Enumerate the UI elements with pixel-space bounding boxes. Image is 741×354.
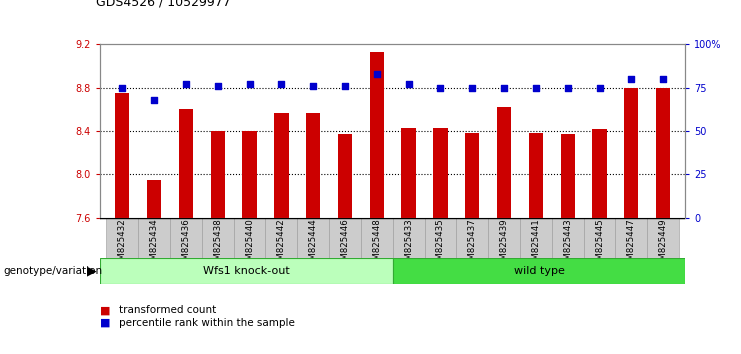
Point xyxy=(530,85,542,91)
FancyBboxPatch shape xyxy=(100,258,393,284)
FancyBboxPatch shape xyxy=(107,218,139,258)
Text: GSM825433: GSM825433 xyxy=(404,218,413,271)
FancyBboxPatch shape xyxy=(393,258,685,284)
Bar xyxy=(465,133,479,218)
Text: GSM825444: GSM825444 xyxy=(309,218,318,271)
FancyBboxPatch shape xyxy=(616,218,647,258)
FancyBboxPatch shape xyxy=(488,218,520,258)
Bar xyxy=(115,93,130,218)
Text: GSM825438: GSM825438 xyxy=(213,218,222,271)
Text: GSM825443: GSM825443 xyxy=(563,218,572,271)
Point xyxy=(339,83,351,89)
FancyBboxPatch shape xyxy=(170,218,202,258)
Point xyxy=(371,71,383,76)
Point xyxy=(148,97,160,103)
Bar xyxy=(656,87,671,218)
FancyBboxPatch shape xyxy=(233,218,265,258)
FancyBboxPatch shape xyxy=(456,218,488,258)
FancyBboxPatch shape xyxy=(584,218,616,258)
Text: ■: ■ xyxy=(100,318,110,328)
Bar xyxy=(179,109,193,218)
Bar xyxy=(306,113,320,218)
Point xyxy=(212,83,224,89)
Point xyxy=(466,85,478,91)
Text: wild type: wild type xyxy=(514,266,565,276)
Point xyxy=(308,83,319,89)
Text: GDS4526 / 10529977: GDS4526 / 10529977 xyxy=(96,0,231,9)
Text: transformed count: transformed count xyxy=(119,306,216,315)
Text: GSM825442: GSM825442 xyxy=(277,218,286,271)
Bar xyxy=(274,113,288,218)
Text: ▶: ▶ xyxy=(87,265,97,278)
FancyBboxPatch shape xyxy=(647,218,679,258)
Text: GSM825445: GSM825445 xyxy=(595,218,604,271)
Text: ■: ■ xyxy=(100,306,110,315)
Text: GSM825432: GSM825432 xyxy=(118,218,127,271)
Point xyxy=(244,81,256,87)
FancyBboxPatch shape xyxy=(361,218,393,258)
Text: genotype/variation: genotype/variation xyxy=(4,266,103,276)
Text: GSM825436: GSM825436 xyxy=(182,218,190,271)
Text: GSM825441: GSM825441 xyxy=(531,218,540,271)
Bar xyxy=(529,133,543,218)
Bar xyxy=(592,129,607,218)
FancyBboxPatch shape xyxy=(552,218,584,258)
Text: GSM825434: GSM825434 xyxy=(150,218,159,271)
FancyBboxPatch shape xyxy=(139,218,170,258)
Bar xyxy=(210,131,225,218)
FancyBboxPatch shape xyxy=(393,218,425,258)
Bar xyxy=(560,134,575,218)
Text: percentile rank within the sample: percentile rank within the sample xyxy=(119,318,294,328)
Point xyxy=(498,85,510,91)
Point xyxy=(562,85,574,91)
Point xyxy=(625,76,637,82)
Bar xyxy=(497,107,511,218)
Point xyxy=(434,85,446,91)
Bar xyxy=(242,131,256,218)
Text: GSM825446: GSM825446 xyxy=(341,218,350,271)
Bar xyxy=(147,180,162,218)
FancyBboxPatch shape xyxy=(329,218,361,258)
Text: GSM825447: GSM825447 xyxy=(627,218,636,271)
Point xyxy=(180,81,192,87)
Text: GSM825440: GSM825440 xyxy=(245,218,254,271)
Point xyxy=(116,85,128,91)
Point xyxy=(657,76,669,82)
FancyBboxPatch shape xyxy=(265,218,297,258)
Text: GSM825439: GSM825439 xyxy=(499,218,508,271)
Bar xyxy=(402,128,416,218)
Text: GSM825435: GSM825435 xyxy=(436,218,445,271)
Text: GSM825437: GSM825437 xyxy=(468,218,476,271)
FancyBboxPatch shape xyxy=(520,218,552,258)
FancyBboxPatch shape xyxy=(425,218,456,258)
Text: GSM825449: GSM825449 xyxy=(659,218,668,271)
Bar xyxy=(433,128,448,218)
Bar xyxy=(338,134,352,218)
FancyBboxPatch shape xyxy=(297,218,329,258)
Bar xyxy=(624,87,639,218)
Text: Wfs1 knock-out: Wfs1 knock-out xyxy=(203,266,290,276)
Point xyxy=(402,81,414,87)
Text: GSM825448: GSM825448 xyxy=(372,218,382,271)
Point xyxy=(594,85,605,91)
Point xyxy=(276,81,288,87)
FancyBboxPatch shape xyxy=(202,218,233,258)
Bar xyxy=(370,52,384,218)
